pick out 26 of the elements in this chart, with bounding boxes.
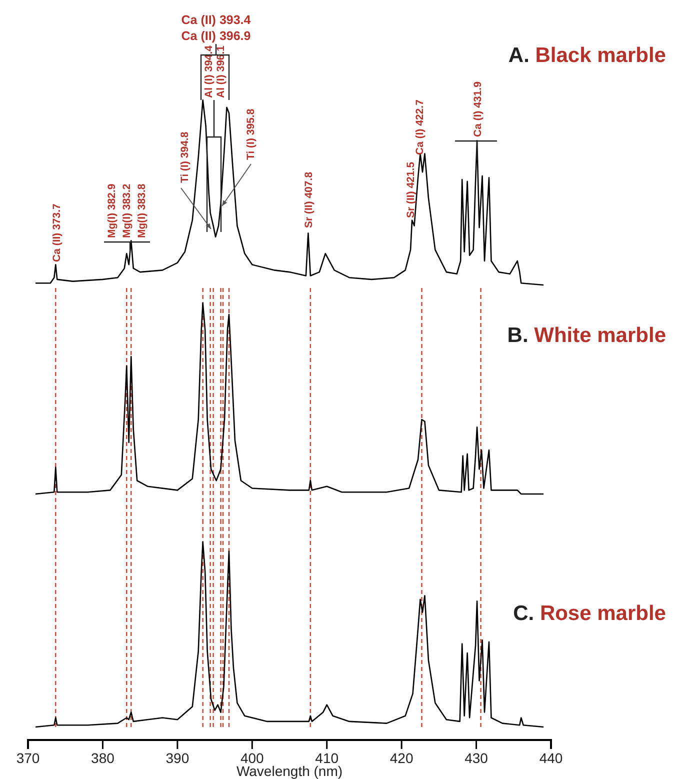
x-tick-label: 400 (240, 750, 264, 766)
annotation: Ti (I) 394.8 (179, 132, 191, 183)
x-tick-label: 390 (166, 750, 190, 766)
text: Ca (II) 396.9 (181, 29, 251, 43)
annotation: Sr (II) 407.8 (303, 172, 315, 228)
annotation: Ca (I) 422.7 (414, 99, 426, 155)
x-tick-label: 420 (390, 750, 414, 766)
chart-title: A. Black marble (508, 44, 666, 67)
text: B. White marble (507, 324, 666, 347)
annotation: Ti (I) 395.8 (245, 108, 257, 160)
annotation: Mg(I) 383.8 (136, 184, 148, 238)
text: C. Rose marble (513, 602, 666, 625)
x-tick-label: 380 (91, 750, 115, 766)
x-tick-label: 430 (464, 750, 488, 766)
annotation: Ca (I) 431.9 (472, 81, 484, 137)
annotation: Mg(I) 382.9 (106, 184, 118, 238)
text: Al (I) 394.4 (203, 45, 215, 98)
text: Ca (II) 393.4 (181, 13, 251, 27)
x-tick-label: 370 (16, 750, 40, 766)
x-tick-label: 440 (539, 750, 563, 766)
text: Al (I) 396.1 (215, 45, 227, 98)
annotation: Mg(I) 383.2 (121, 184, 133, 238)
annotation: Sr (II) 421.5 (405, 162, 417, 218)
annotation: Ca (II) 373.7 (51, 203, 63, 262)
x-tick-label: 410 (315, 750, 339, 766)
x-axis-title: Wavelength (nm) (236, 763, 343, 779)
